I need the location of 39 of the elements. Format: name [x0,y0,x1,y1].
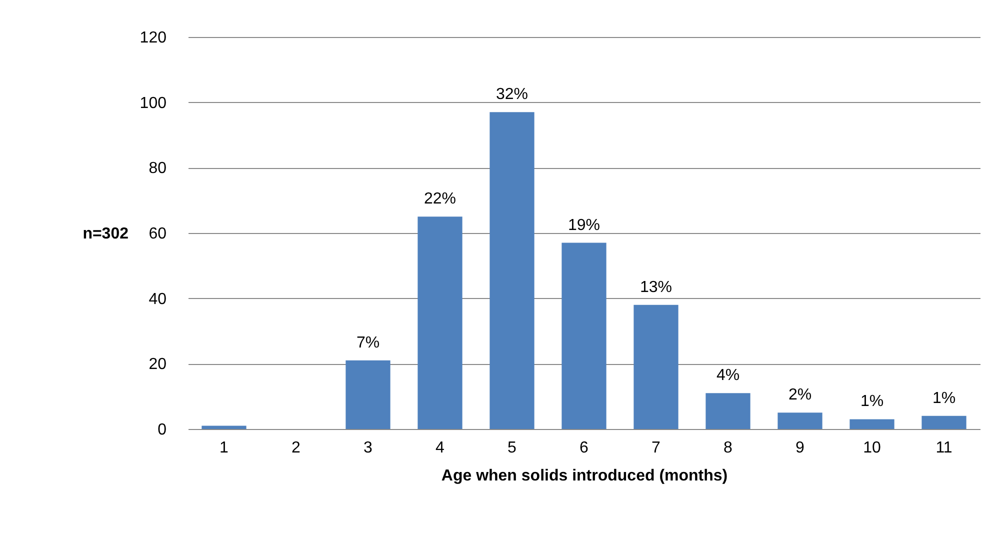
x-tick-label: 4 [436,440,445,456]
bar [562,242,606,429]
annotation: 32% [496,86,528,104]
bar [634,304,678,429]
annotation: 7% [356,334,380,352]
bar [490,112,534,429]
x-axis-title: Age when solids introduced (months) [441,468,728,484]
annotation: 19% [568,216,600,234]
annotation: 1% [860,393,884,410]
x-tick-label: 6 [580,440,589,456]
bar [922,416,966,429]
y-axis-title: n=302 [82,226,129,242]
bar [346,360,390,429]
annotation: 13% [640,278,672,296]
x-tick-label: 9 [796,440,805,456]
y-tick-label: 20 [148,356,167,374]
bar [850,419,894,429]
x-tick-label: 3 [364,440,373,456]
bar [418,216,462,429]
x-tick-label: 10 [863,440,881,456]
annotation: 22% [424,190,456,208]
y-tick-label: 40 [148,290,167,308]
y-tick-label: 0 [158,422,167,438]
annotation: 2% [788,386,812,404]
x-tick-label: 11 [936,440,952,456]
y-tick-label: 100 [140,94,167,112]
bar [202,426,246,429]
x-tick-label: 1 [220,440,229,456]
y-tick-label: 120 [140,30,167,46]
bar [706,393,750,429]
x-tick-label: 5 [508,440,517,456]
annotation: 4% [716,367,740,384]
annotation: 1% [932,390,956,407]
x-tick-label: 7 [652,440,661,456]
bar [778,412,822,429]
x-tick-label: 2 [292,440,301,456]
y-tick-label: 60 [148,226,167,242]
y-tick-label: 80 [148,160,167,178]
x-tick-label: 8 [724,440,733,456]
